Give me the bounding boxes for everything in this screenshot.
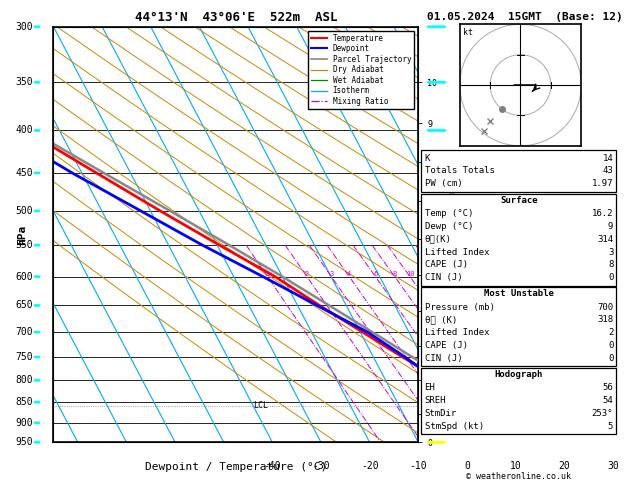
Text: Lifted Index: Lifted Index [425, 328, 489, 337]
Text: 3: 3 [329, 271, 333, 277]
Text: 0: 0 [608, 341, 613, 350]
Text: 9: 9 [608, 222, 613, 231]
Text: CIN (J): CIN (J) [425, 354, 462, 363]
Text: 14: 14 [603, 154, 613, 163]
Text: 314: 314 [597, 235, 613, 244]
Text: Hodograph: Hodograph [495, 370, 543, 379]
Text: 253°: 253° [592, 409, 613, 418]
Text: 43: 43 [603, 166, 613, 175]
Text: 10: 10 [509, 461, 521, 471]
Text: kt: kt [464, 28, 474, 37]
Text: Pressure (mb): Pressure (mb) [425, 302, 494, 312]
Text: 2: 2 [608, 328, 613, 337]
Text: SREH: SREH [425, 396, 446, 405]
Legend: Temperature, Dewpoint, Parcel Trajectory, Dry Adiabat, Wet Adiabat, Isotherm, Mi: Temperature, Dewpoint, Parcel Trajectory… [308, 31, 415, 109]
Text: PW (cm): PW (cm) [425, 179, 462, 189]
Text: 6: 6 [373, 271, 377, 277]
Text: 550: 550 [16, 240, 33, 250]
Text: 350: 350 [16, 77, 33, 87]
Text: 56: 56 [603, 383, 613, 392]
Text: 318: 318 [597, 315, 613, 325]
Text: 10: 10 [406, 271, 414, 277]
Text: 8: 8 [608, 260, 613, 270]
Text: -20: -20 [361, 461, 379, 471]
Text: -10: -10 [409, 461, 427, 471]
Text: Lifted Index: Lifted Index [425, 247, 489, 257]
X-axis label: Dewpoint / Temperature (°C): Dewpoint / Temperature (°C) [145, 462, 327, 472]
Text: -40: -40 [264, 461, 281, 471]
Text: 16.2: 16.2 [592, 209, 613, 218]
Text: 01.05.2024  15GMT  (Base: 12): 01.05.2024 15GMT (Base: 12) [427, 12, 623, 22]
Y-axis label: km
ASL: km ASL [440, 226, 462, 243]
Text: Dewp (°C): Dewp (°C) [425, 222, 473, 231]
Text: 30: 30 [607, 461, 619, 471]
Text: K: K [425, 154, 430, 163]
Text: Most Unstable: Most Unstable [484, 289, 554, 298]
Text: θᴅ(K): θᴅ(K) [425, 235, 452, 244]
Text: 750: 750 [16, 352, 33, 362]
Text: 300: 300 [16, 22, 33, 32]
Text: LCL: LCL [253, 401, 268, 410]
Text: 700: 700 [597, 302, 613, 312]
Text: StmSpd (kt): StmSpd (kt) [425, 422, 484, 431]
Text: 1: 1 [265, 271, 270, 277]
Text: 0: 0 [608, 273, 613, 282]
Title: 44°13'N  43°06'E  522m  ASL: 44°13'N 43°06'E 522m ASL [135, 11, 337, 24]
Text: 0: 0 [608, 354, 613, 363]
Text: hPa: hPa [18, 225, 28, 244]
Text: Temp (°C): Temp (°C) [425, 209, 473, 218]
Text: 8: 8 [392, 271, 397, 277]
Text: Mixing Ratio (g/kg): Mixing Ratio (g/kg) [448, 187, 457, 282]
Text: 600: 600 [16, 272, 33, 281]
Text: 1.97: 1.97 [592, 179, 613, 189]
Text: CAPE (J): CAPE (J) [425, 341, 467, 350]
Text: 500: 500 [16, 206, 33, 216]
Text: 700: 700 [16, 327, 33, 337]
Text: 900: 900 [16, 418, 33, 428]
Text: 54: 54 [603, 396, 613, 405]
Text: Surface: Surface [500, 195, 538, 205]
Text: EH: EH [425, 383, 435, 392]
Text: θᴅ (K): θᴅ (K) [425, 315, 457, 325]
Text: 850: 850 [16, 397, 33, 407]
Text: StmDir: StmDir [425, 409, 457, 418]
Text: 950: 950 [16, 437, 33, 447]
Text: Totals Totals: Totals Totals [425, 166, 494, 175]
Text: CAPE (J): CAPE (J) [425, 260, 467, 270]
Text: 20: 20 [559, 461, 570, 471]
Text: -30: -30 [312, 461, 330, 471]
Text: 4: 4 [347, 271, 352, 277]
Text: CIN (J): CIN (J) [425, 273, 462, 282]
Text: 2: 2 [305, 271, 309, 277]
Text: 3: 3 [608, 247, 613, 257]
Text: 800: 800 [16, 375, 33, 385]
Text: 0: 0 [464, 461, 470, 471]
Text: 5: 5 [608, 422, 613, 431]
Text: 650: 650 [16, 300, 33, 311]
Text: 400: 400 [16, 125, 33, 136]
Text: © weatheronline.co.uk: © weatheronline.co.uk [467, 472, 571, 481]
Text: 450: 450 [16, 168, 33, 178]
